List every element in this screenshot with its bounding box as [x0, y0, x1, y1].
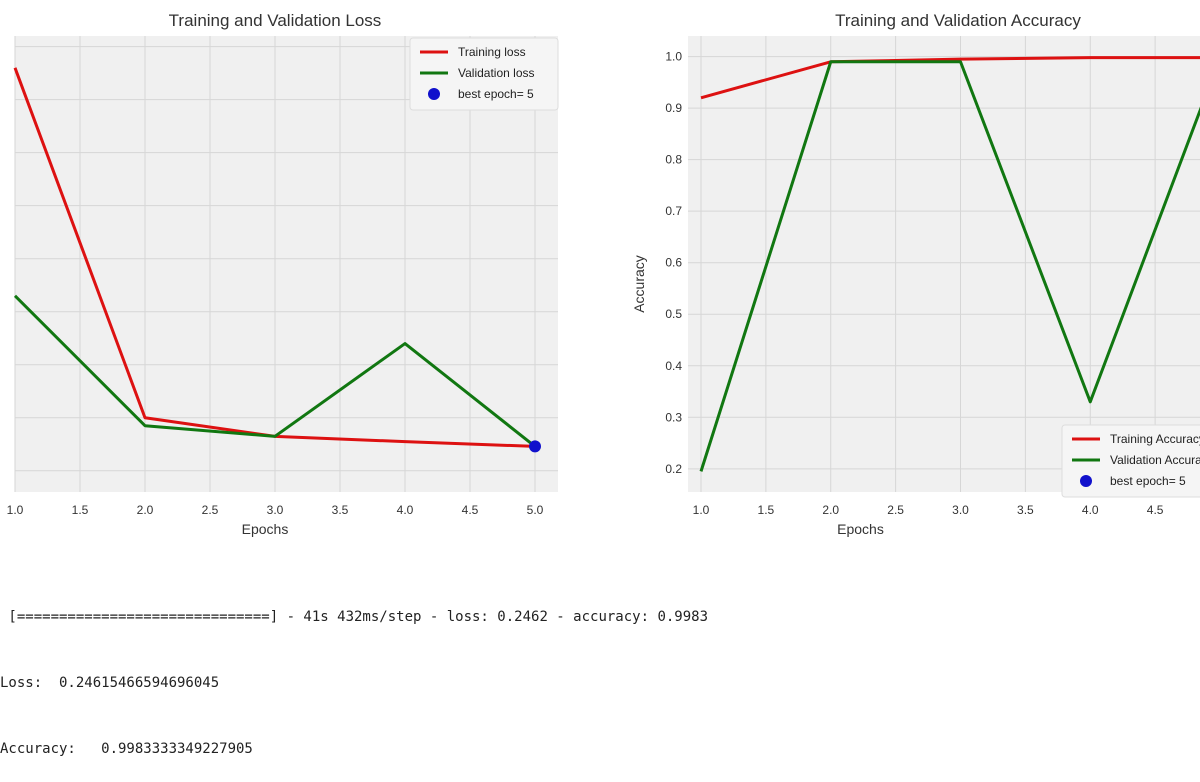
chart-1-xtick-label: 4.0 [1082, 503, 1099, 517]
console-accuracy-line: Accuracy: 0.9983333349227905 [0, 741, 253, 757]
console-loss-line: Loss: 0.24615466594696045 [0, 675, 220, 691]
chart-0-legend-best-marker [428, 88, 440, 100]
charts-area: 1.0 1.5 2.0 2.5 3.0 3.5 4.0 4.5 5.0 Training and … [7, 11, 1200, 537]
charts-svg: 1.0 1.5 2.0 2.5 3.0 3.5 4.0 4.5 5.0 Training and … [7, 11, 1200, 537]
chart-1-ytick-label: 0.8 [665, 153, 682, 167]
console-progress-line: [==============================] - 41s 4… [0, 609, 709, 625]
chart-0-series-validation-line [13, 294, 536, 448]
chart-1-ytick-label: 0.9 [665, 101, 682, 115]
chart-0-xtick-label: 2.5 [202, 503, 219, 517]
chart-1-title: Training and Validation Accuracy [835, 11, 1081, 30]
chart-0-xtick-label: 1.0 [7, 503, 24, 517]
chart-0-xtick-label: 4.0 [397, 503, 414, 517]
chart-1-plot-area [688, 36, 1200, 492]
chart-0-xtick-label: 5.0 [527, 503, 544, 517]
chart-1-ytick-label: 0.4 [665, 359, 682, 373]
chart-1-xtick-label: 3.0 [952, 503, 969, 517]
chart-1-legend-label-1: Validation Accuracy [1110, 453, 1200, 467]
chart-1-ylabel: Accuracy [631, 255, 647, 313]
chart-1-ytick-label: 0.5 [665, 307, 682, 321]
chart-1-legend-best-marker [1080, 475, 1092, 487]
chart-0-legend-label-1: Validation loss [458, 66, 535, 80]
chart-0-legend-label-0: Training loss [458, 45, 526, 59]
chart-1-xtick-label: 4.5 [1147, 503, 1164, 517]
chart-0-xtick-label: 1.5 [72, 503, 89, 517]
chart-1-legend-box [1061, 424, 1200, 498]
chart-1-ytick-label: 1.0 [665, 50, 682, 64]
chart-1-ytick-label: 0.7 [665, 204, 682, 218]
chart-1-xtick-label: 1.0 [693, 503, 710, 517]
chart-0-xtick-label: 2.0 [137, 503, 154, 517]
chart-0-xtick-label: 4.5 [462, 503, 479, 517]
chart-0-legend-box [409, 37, 559, 111]
chart-0-xlabel: Epochs [242, 521, 289, 537]
chart-1-series-training-line [700, 56, 1200, 100]
chart-0-xtick-label: 3.0 [267, 503, 284, 517]
chart-1-series-validation-line [699, 60, 1200, 472]
chart-1-xlabel: Epochs [837, 521, 884, 537]
chart-1-xtick-label: 2.0 [822, 503, 839, 517]
chart-0-title: Training and Validation Loss [169, 11, 382, 30]
chart-0-best-epoch-point [529, 440, 541, 453]
chart-1-ytick-label: 0.2 [665, 462, 682, 476]
console-output: [==============================] - 41s 4… [0, 562, 1200, 782]
chart-1-legend-best-label: best epoch= 5 [1110, 474, 1186, 488]
chart-0-xtick-label: 3.5 [332, 503, 349, 517]
chart-1-ytick-label: 0.6 [665, 256, 682, 270]
chart-1-xtick-label: 3.5 [1017, 503, 1034, 517]
chart-1-ytick-label: 0.3 [665, 410, 682, 424]
chart-0-plot-area [15, 36, 558, 492]
chart-1-xtick-label: 2.5 [887, 503, 904, 517]
chart-1-legend-label-0: Training Accuracy [1110, 432, 1200, 446]
chart-0-legend-best-label: best epoch= 5 [458, 87, 534, 101]
chart-1-xtick-label: 1.5 [758, 503, 775, 517]
